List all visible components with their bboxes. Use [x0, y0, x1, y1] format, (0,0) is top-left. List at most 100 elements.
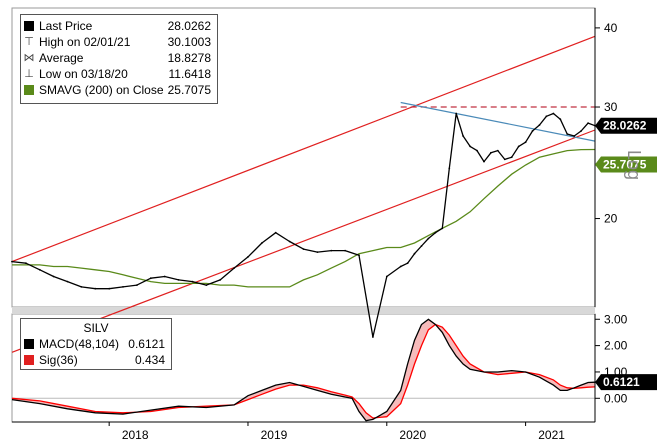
- legend-value: 25.7075: [167, 83, 211, 97]
- price-point: [455, 112, 458, 115]
- price-point: [316, 251, 319, 254]
- legend-label: Low on 03/18/20: [39, 67, 128, 81]
- legend-value: 28.0262: [167, 19, 211, 33]
- panel-splitter[interactable]: [12, 307, 595, 314]
- price-point: [483, 160, 485, 163]
- legend-row-high[interactable]: ⊤ High on 02/01/21 30.1003: [21, 34, 217, 50]
- price-point: [496, 149, 499, 152]
- price-point: [524, 141, 527, 144]
- price-point: [552, 112, 555, 115]
- legend-value: 0.434: [134, 353, 165, 367]
- price-point: [580, 130, 582, 132]
- price-point: [434, 231, 437, 234]
- macd-ticker-label: SILV: [83, 321, 109, 335]
- price-point: [149, 277, 152, 280]
- price-point: [108, 287, 111, 290]
- x-tick-label: 2018: [122, 428, 149, 442]
- legend-row-signal[interactable]: Sig(36) 0.434: [21, 352, 171, 368]
- legend-row-low[interactable]: ⊥ Low on 03/18/20 11.6418: [21, 66, 217, 82]
- legend-value: 11.6418: [168, 67, 212, 81]
- price-point: [136, 284, 138, 286]
- price-point: [288, 240, 291, 243]
- price-point: [559, 118, 562, 121]
- price-y-tick-label: 30: [604, 100, 618, 114]
- price-legend: Last Price 28.0262 ⊤ High on 02/01/21 30…: [20, 14, 218, 104]
- price-point: [247, 256, 249, 258]
- macd-y-tick-label: 2.00: [604, 339, 628, 353]
- macd-value-tag-box: [595, 374, 657, 391]
- legend-label: Average: [39, 51, 84, 65]
- price-point: [476, 149, 478, 152]
- price-point: [344, 249, 346, 252]
- price-y-tick-label: 20: [604, 212, 618, 226]
- price-point: [219, 279, 222, 281]
- black-square-icon: [24, 339, 34, 349]
- macd-legend: SILV MACD(48,104) 0.6121 Sig(36) 0.434: [20, 318, 172, 370]
- price-point: [510, 156, 513, 159]
- price-point: [503, 158, 506, 161]
- downtrend-line: [400, 101, 596, 142]
- price-point: [399, 265, 402, 268]
- channel-upper-line: [11, 35, 596, 263]
- macd-legend-title: SILV: [21, 320, 171, 336]
- price-plot: [11, 35, 596, 353]
- price-point: [122, 286, 124, 288]
- price-point: [80, 286, 83, 288]
- price-point: [358, 254, 360, 257]
- smavg-tag: 25.7075: [603, 157, 647, 171]
- macd-y-tick-label: 3.00: [604, 312, 628, 326]
- price-point: [385, 275, 388, 278]
- legend-label: SMAVG (200) on Close: [39, 83, 164, 97]
- price-point: [52, 275, 55, 278]
- legend-label: Sig(36): [39, 353, 78, 367]
- low-marker-icon: ⊥: [24, 68, 34, 80]
- price-point: [573, 135, 576, 137]
- legend-label: MACD(48,104): [39, 337, 120, 351]
- legend-row-last-price[interactable]: Last Price 28.0262: [21, 18, 217, 34]
- price-point: [25, 262, 27, 265]
- price-point: [274, 231, 277, 234]
- signal-line: [11, 323, 596, 419]
- price-point: [469, 145, 471, 148]
- average-marker-icon: ⋈: [23, 52, 35, 64]
- macd-plot: [11, 318, 596, 422]
- price-point: [66, 280, 69, 283]
- price-point: [205, 284, 208, 286]
- price-point: [191, 280, 194, 283]
- price-point: [372, 336, 374, 338]
- last-price-tag: 28.0262: [603, 119, 647, 133]
- price-point: [566, 133, 569, 135]
- x-tick-label: 2020: [399, 428, 426, 442]
- legend-value: 18.8278: [167, 51, 211, 65]
- price-point: [490, 151, 492, 154]
- price-point: [531, 130, 534, 132]
- price-point: [38, 268, 41, 271]
- legend-value: 0.6121: [128, 337, 165, 351]
- price-point: [587, 122, 589, 124]
- price-point: [448, 167, 451, 170]
- black-square-icon: [24, 21, 34, 31]
- legend-row-macd[interactable]: MACD(48,104) 0.6121: [21, 336, 171, 352]
- price-point: [261, 242, 263, 244]
- legend-row-average[interactable]: ⋈ Average 18.8278: [21, 50, 217, 66]
- legend-row-smavg[interactable]: SMAVG (200) on Close 25.7075: [21, 82, 217, 98]
- green-square-icon: [24, 85, 34, 95]
- price-point: [420, 245, 423, 247]
- price-point: [545, 115, 548, 118]
- price-point: [406, 262, 409, 265]
- smavg-line: [12, 148, 596, 288]
- macd-line: [11, 318, 596, 422]
- last-price-tag-box: [595, 117, 657, 134]
- y-axis-scale-label: Log: [624, 150, 644, 180]
- price-point: [302, 248, 305, 251]
- price-point: [11, 260, 13, 263]
- high-marker-icon: ⊤: [24, 36, 34, 48]
- price-point: [163, 275, 166, 278]
- smavg-tag-box: [595, 156, 657, 173]
- price-point: [177, 279, 180, 281]
- price-point: [94, 287, 97, 290]
- price-point: [233, 267, 236, 269]
- red-square-icon: [24, 355, 34, 365]
- macd-value-tag: 0.6121: [603, 375, 640, 389]
